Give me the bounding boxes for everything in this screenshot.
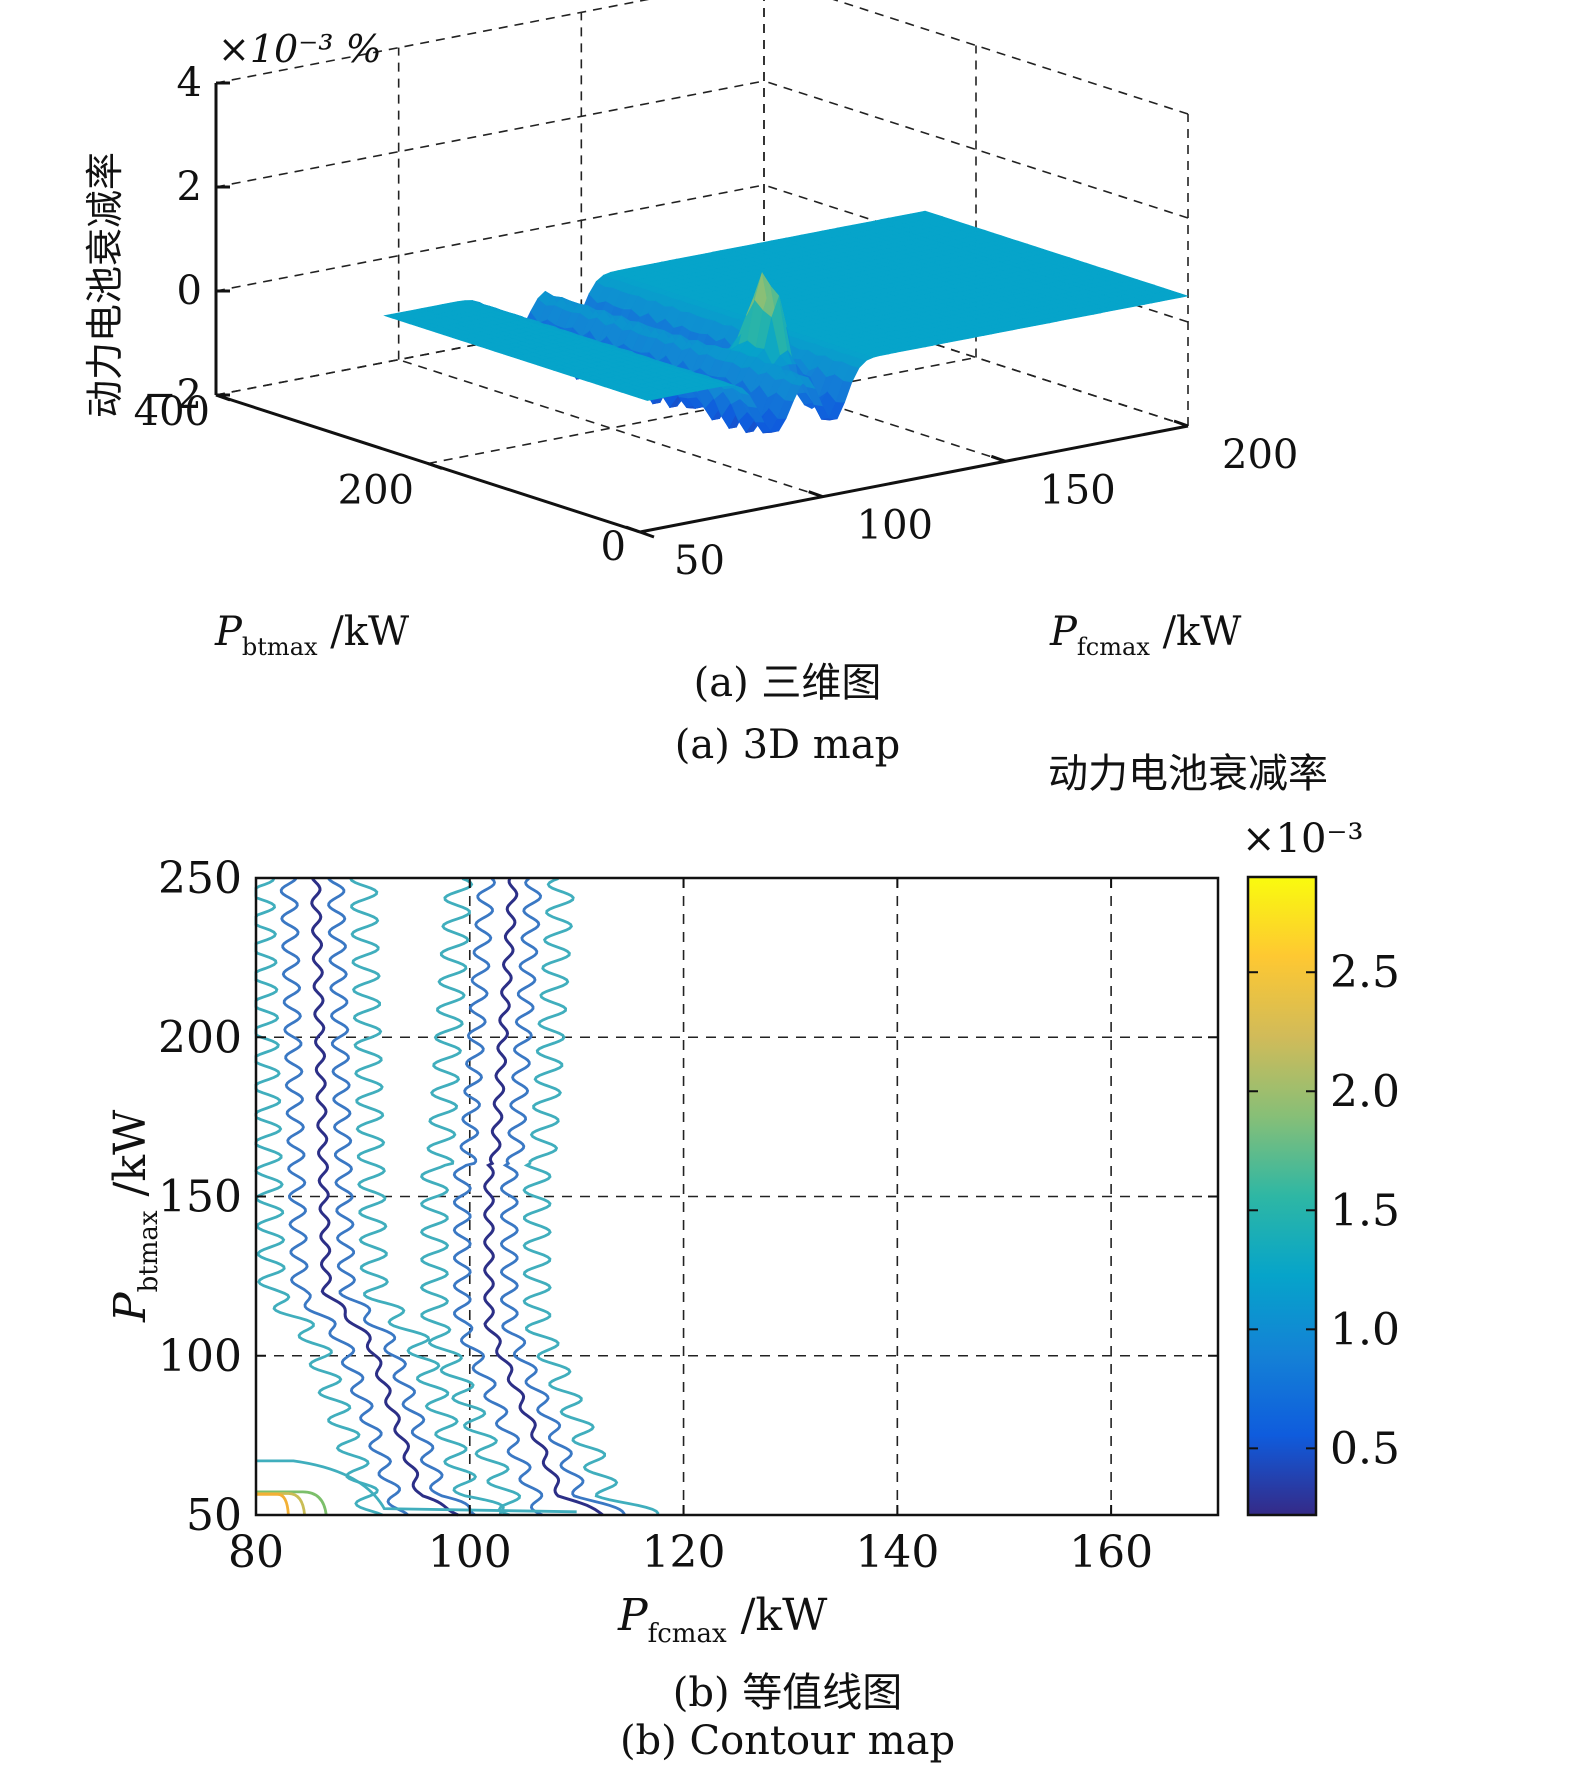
contour-y-label-main: P [105, 1291, 156, 1323]
y-axis-label-main: P [214, 609, 243, 655]
y-tick-label: 150 [158, 1172, 242, 1223]
x-tick [990, 454, 1006, 463]
contour-x-label-sub: fcmax [648, 1619, 727, 1649]
caption-a-zh: (a) 三维图 [693, 660, 882, 706]
z-tick-label: 4 [177, 60, 202, 106]
contour-lines [254, 877, 660, 1517]
contour-x-label-main: P [617, 1590, 649, 1641]
y-tick-label: 250 [158, 853, 242, 904]
y-tick-label: 100 [158, 1331, 242, 1382]
colorbar [1246, 875, 1318, 1517]
x-tick-label: 200 [1222, 432, 1298, 478]
y-axis-label-sub: btmax [242, 633, 318, 661]
x-tick-label: 50 [674, 538, 725, 584]
x-tick-label: 120 [642, 1527, 726, 1578]
y-tick-label: 200 [158, 1012, 242, 1063]
y-tick-label: 50 [186, 1490, 242, 1541]
contour-line [522, 877, 660, 1516]
y-tick [427, 462, 443, 470]
x-tick-label: 140 [855, 1527, 939, 1578]
contour-x-label-unit: /kW [727, 1590, 828, 1641]
contour-line [483, 878, 604, 1517]
contour-line [349, 877, 505, 1516]
z-axis-unit: ×10⁻³ % [218, 27, 382, 71]
x-axis-line [639, 424, 1189, 534]
contour-line-corner [256, 1492, 290, 1516]
contour-line [499, 877, 627, 1516]
contour-line [279, 877, 409, 1517]
surface-patch [1172, 292, 1189, 298]
z-axis-label: 动力电池衰减率 [83, 152, 127, 418]
x-axis-label-unit: /kW [1150, 609, 1242, 655]
contour-line-corner [256, 1492, 306, 1516]
grid-line-right-z [763, 80, 1189, 219]
contour-line [452, 877, 544, 1517]
contour-line-corner [256, 1490, 328, 1516]
grid-line-back-z [215, 80, 765, 188]
x-axis-label-main: P [1049, 609, 1078, 655]
x-tick-label: 100 [428, 1527, 512, 1578]
caption-b-en: (b) Contour map [619, 1718, 956, 1764]
grid-line-back-z [215, 0, 650, 84]
colorbar-title: 动力电池衰减率 [1048, 751, 1328, 797]
colorbar-multiplier: ×10⁻³ [1242, 816, 1364, 862]
contour-y-label-unit: /kW [105, 1109, 156, 1210]
y-axis-label-unit: /kW [318, 609, 410, 655]
grid-line-right-z [763, 184, 1189, 323]
contour-line [419, 877, 522, 1517]
grid-line-floor-x [398, 358, 823, 498]
y-tick-label: 0 [601, 524, 626, 570]
y-tick [215, 393, 231, 402]
x-tick [625, 525, 641, 534]
contour-grid [256, 878, 1218, 1515]
contour-tick-labels: 80 100 120 140 160 50 100 150 200 250 [158, 853, 1218, 1578]
x-axis-label: Pfcmax /kW [1049, 609, 1241, 661]
contour-x-axis-label: Pfcmax /kW [617, 1590, 828, 1649]
z-tick-label: 0 [177, 268, 202, 314]
x-tick [808, 490, 824, 499]
3d-surface [383, 210, 1189, 434]
grid-line-back-z [215, 184, 765, 292]
x-tick-label: 160 [1069, 1527, 1153, 1578]
y-tick [639, 530, 655, 539]
caption-b-zh: (b) 等值线图 [672, 1670, 903, 1716]
colorbar-tick-label: 0.5 [1330, 1423, 1400, 1474]
contour-line [310, 877, 459, 1517]
colorbar-ticks: 0.5 1.0 1.5 2.0 2.5 [1248, 947, 1400, 1474]
z-tick-label: 2 [177, 164, 202, 210]
contour-y-label-sub: btmax [134, 1210, 164, 1292]
x-axis-label-sub: fcmax [1077, 633, 1150, 661]
contour-line-corner [256, 1459, 577, 1514]
y-tick-label: 200 [338, 468, 414, 514]
colorbar-tick-label: 2.5 [1330, 947, 1400, 998]
z-tick-label: −2 [143, 372, 202, 418]
y-tick-label: 400 [134, 389, 210, 435]
grid-line-floor-y [427, 356, 977, 465]
x-tick-label: 80 [228, 1527, 284, 1578]
y-axis-label: Pbtmax /kW [214, 609, 409, 661]
contour-line [327, 877, 476, 1517]
x-tick [1173, 419, 1189, 428]
x-tick-label: 150 [1039, 467, 1115, 513]
colorbar-tick-label: 2.0 [1330, 1066, 1400, 1117]
contour-y-axis-label: Pbtmax /kW [105, 1109, 164, 1323]
x-tick-label: 100 [857, 503, 933, 549]
caption-a-en: (a) 3D map [674, 722, 901, 768]
colorbar-tick-label: 1.0 [1330, 1304, 1400, 1355]
colorbar-tick-label: 1.5 [1330, 1185, 1400, 1236]
